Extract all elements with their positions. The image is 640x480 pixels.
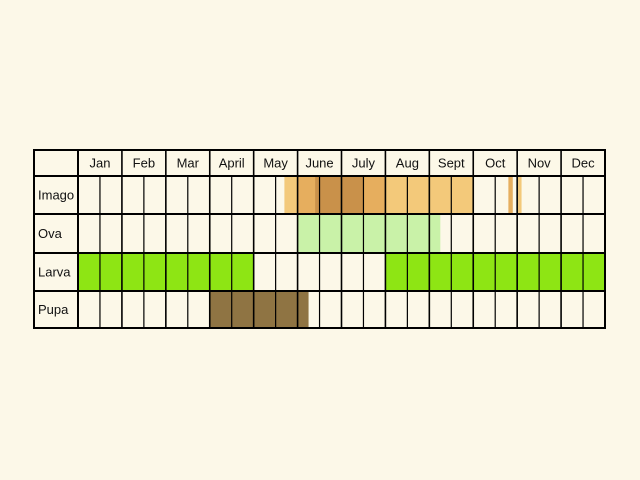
month-label-nov: Nov: [528, 156, 552, 171]
month-label-oct: Oct: [485, 156, 506, 171]
month-label-jan: Jan: [89, 156, 110, 171]
row-label-imago: Imago: [38, 188, 74, 203]
month-label-mar: Mar: [177, 156, 200, 171]
month-label-dec: Dec: [571, 156, 595, 171]
row-label-larva: Larva: [38, 265, 71, 280]
period-bar-imago-4: [517, 176, 522, 214]
row-label-ova: Ova: [38, 226, 63, 241]
month-label-july: July: [352, 156, 376, 171]
month-label-may: May: [263, 156, 288, 171]
period-bar-imago-3: [508, 176, 513, 214]
row-label-pupa: Pupa: [38, 302, 69, 317]
period-bar-ova-0: [297, 214, 441, 253]
month-label-june: June: [305, 156, 333, 171]
month-label-feb: Feb: [133, 156, 155, 171]
calendar-grid: [33, 149, 606, 329]
month-label-aug: Aug: [396, 156, 419, 171]
period-bar-imago-2: [315, 176, 364, 214]
month-label-sept: Sept: [438, 156, 465, 171]
period-bar-pupa-0: [209, 291, 309, 328]
calendar-labels: Jan Feb Mar April May June July Aug Sept Oct Nov De…: [38, 156, 595, 318]
month-label-april: April: [219, 156, 245, 171]
table-border: [33, 149, 606, 329]
